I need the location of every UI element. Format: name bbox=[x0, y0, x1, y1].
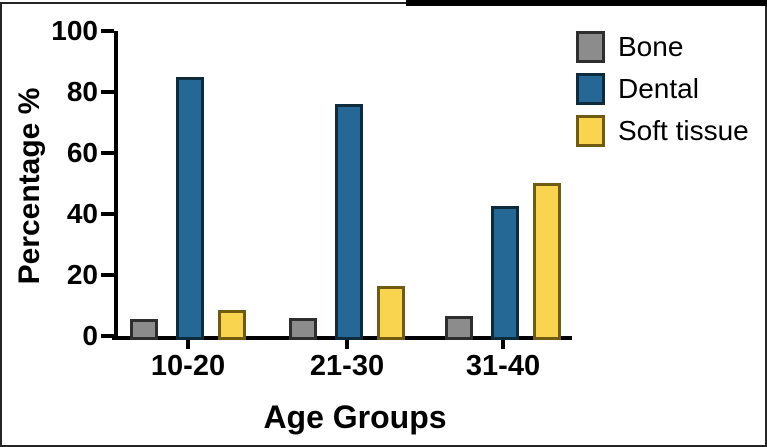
legend-item: Bone bbox=[576, 31, 749, 63]
x-tick-mark bbox=[501, 340, 505, 349]
legend-swatch-icon bbox=[576, 73, 605, 105]
y-tick-mark bbox=[101, 151, 114, 155]
legend-label: Soft tissue bbox=[618, 115, 749, 146]
top-border-segment bbox=[406, 0, 767, 6]
bar-bone-21-30 bbox=[289, 318, 317, 340]
legend-label: Dental bbox=[618, 73, 699, 104]
bar-bone-10-20 bbox=[130, 319, 158, 340]
bar-soft-tissue-10-20 bbox=[218, 310, 246, 340]
x-tick-label: 21-30 bbox=[309, 350, 385, 382]
y-tick-label: 0 bbox=[82, 320, 98, 351]
x-tick-mark bbox=[186, 340, 190, 349]
x-tick-label: 31-40 bbox=[465, 350, 541, 382]
bar-dental-10-20 bbox=[176, 77, 204, 340]
y-axis-line bbox=[114, 31, 118, 340]
y-tick-label: 100 bbox=[51, 15, 98, 46]
bar-dental-31-40 bbox=[491, 206, 519, 340]
y-tick-mark bbox=[101, 273, 114, 277]
legend-label: Bone bbox=[618, 31, 684, 62]
y-tick-mark bbox=[101, 90, 114, 94]
bar-dental-21-30 bbox=[335, 104, 363, 340]
x-tick-label: 10-20 bbox=[150, 350, 226, 382]
bar-soft-tissue-31-40 bbox=[533, 183, 561, 340]
legend-swatch-icon bbox=[576, 31, 605, 63]
y-axis-title: Percentage % bbox=[13, 87, 46, 285]
y-tick-label: 40 bbox=[66, 198, 98, 229]
x-tick-mark bbox=[345, 340, 349, 349]
legend-item: Dental bbox=[576, 73, 749, 105]
y-tick-label: 20 bbox=[66, 259, 98, 290]
bar-bone-31-40 bbox=[445, 316, 473, 340]
legend-swatch-icon bbox=[576, 115, 605, 147]
y-tick-label: 60 bbox=[66, 137, 98, 168]
y-tick-mark bbox=[101, 334, 114, 338]
y-tick-mark bbox=[101, 212, 114, 216]
x-axis-title: Age Groups bbox=[263, 399, 447, 435]
bar-soft-tissue-21-30 bbox=[377, 286, 405, 340]
legend: Bone Dental Soft tissue bbox=[576, 31, 749, 147]
y-tick-label: 80 bbox=[66, 76, 98, 107]
legend-item: Soft tissue bbox=[576, 115, 749, 147]
y-tick-mark bbox=[101, 29, 114, 33]
